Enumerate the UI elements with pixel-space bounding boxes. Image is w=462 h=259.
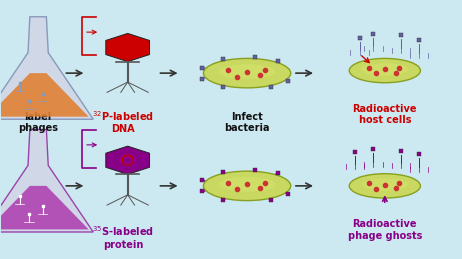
Polygon shape	[0, 186, 89, 229]
Polygon shape	[106, 146, 150, 174]
Text: $^{35}$S-labeled
protein: $^{35}$S-labeled protein	[92, 224, 154, 250]
Polygon shape	[0, 17, 93, 119]
Text: Radioactive
phage ghosts: Radioactive phage ghosts	[347, 219, 422, 241]
Polygon shape	[106, 33, 150, 62]
Polygon shape	[0, 130, 93, 232]
Ellipse shape	[203, 58, 291, 88]
Polygon shape	[0, 73, 89, 117]
Text: Radioactive
host cells: Radioactive host cells	[353, 104, 417, 125]
Ellipse shape	[362, 178, 408, 191]
Text: $^{32}$P-labeled
DNA: $^{32}$P-labeled DNA	[92, 109, 154, 134]
Ellipse shape	[349, 174, 420, 198]
Ellipse shape	[219, 177, 275, 192]
Ellipse shape	[203, 171, 291, 201]
Text: label
phages: label phages	[18, 112, 58, 133]
Ellipse shape	[362, 63, 408, 75]
Ellipse shape	[219, 64, 275, 79]
Text: Infect
bacteria: Infect bacteria	[225, 112, 270, 133]
Ellipse shape	[349, 58, 420, 83]
